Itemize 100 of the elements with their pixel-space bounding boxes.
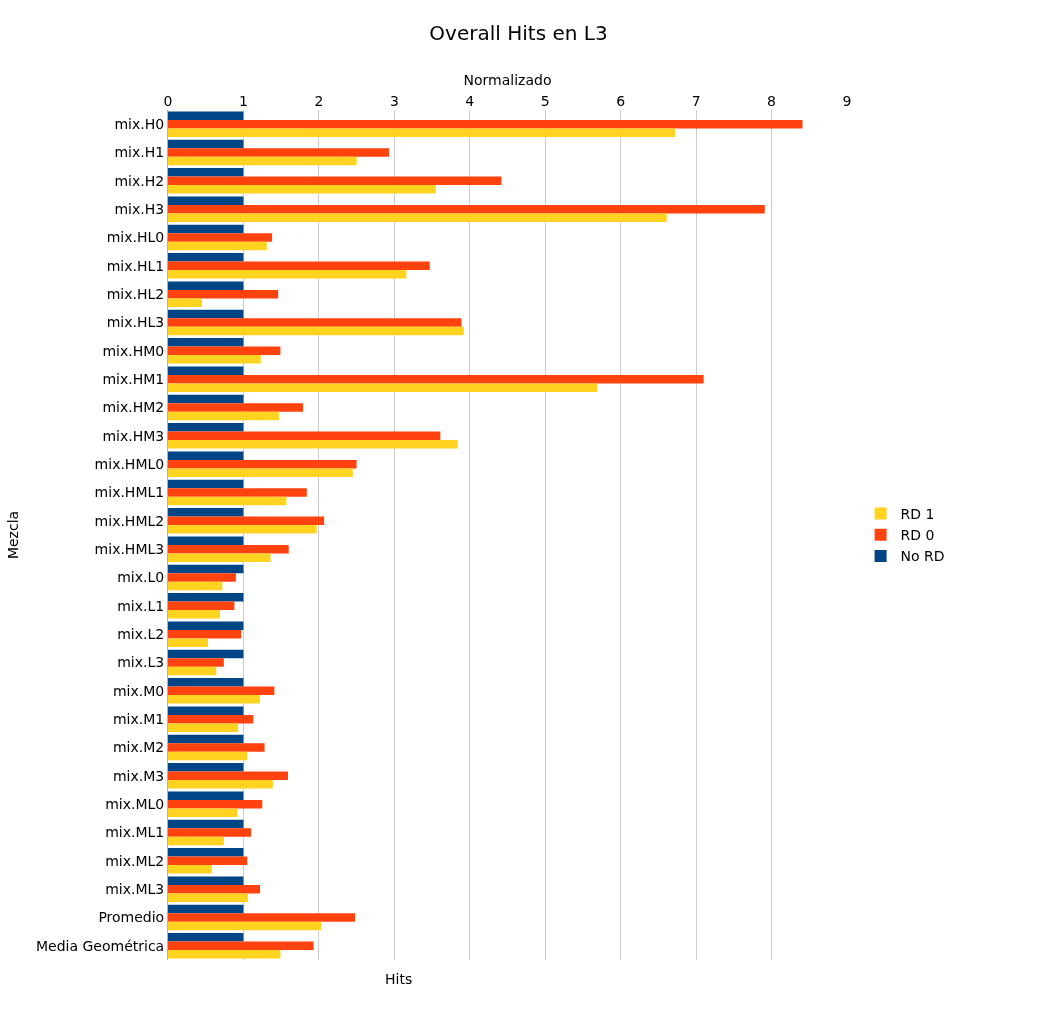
bar [168, 856, 248, 866]
bar [168, 253, 244, 262]
bar [168, 403, 304, 412]
bar [168, 649, 244, 659]
bar [168, 338, 244, 347]
bar [168, 610, 221, 619]
bar [168, 723, 239, 732]
legend-label: RD 0 [900, 527, 935, 544]
bar [168, 933, 244, 942]
bar [168, 743, 265, 752]
bar [168, 204, 765, 214]
x-tick-label: 0 [163, 93, 173, 110]
bar [168, 111, 244, 120]
bar [168, 678, 244, 687]
bar [168, 941, 314, 951]
y-tick-label: mix.M1 [112, 711, 165, 728]
x-axis-title: Normalizado [463, 71, 552, 88]
y-tick-label: Media Geométrica [36, 937, 165, 954]
bar [168, 706, 244, 715]
y-tick-label: mix.HML2 [94, 512, 165, 529]
bar [168, 913, 356, 922]
x-tick-label: 5 [540, 93, 550, 110]
y-tick-label: mix.HM3 [102, 427, 165, 444]
bar [168, 763, 244, 772]
bar [168, 411, 279, 421]
legend-label: No RD [900, 548, 945, 565]
bar [168, 508, 244, 517]
bar [168, 848, 244, 857]
legend-label: RD 1 [900, 506, 935, 523]
bar [168, 791, 244, 800]
x-tick-label: 3 [389, 93, 399, 110]
y-tick-label: mix.ML2 [105, 852, 165, 869]
bar [168, 423, 244, 432]
y-tick-label: mix.L2 [117, 626, 165, 643]
y-tick-label: mix.H1 [114, 144, 165, 161]
x-tick-label: 2 [314, 93, 324, 110]
bar [168, 638, 208, 647]
bar [168, 621, 244, 630]
y-tick-label: mix.HL3 [106, 314, 165, 331]
bar [168, 270, 407, 279]
x-tick-label: 4 [465, 93, 475, 110]
y-tick-label: mix.HM0 [102, 342, 165, 359]
bar [168, 734, 244, 744]
bar [168, 564, 244, 574]
bar [168, 459, 357, 469]
y-tick-label: mix.H3 [114, 201, 165, 218]
bar [168, 904, 244, 914]
bar [168, 581, 223, 591]
bar [168, 479, 244, 489]
bar [168, 185, 436, 194]
bar [168, 139, 244, 149]
bar [168, 261, 430, 271]
y-tick-label: mix.HL2 [106, 286, 165, 303]
bar [168, 819, 244, 829]
bar [168, 440, 458, 449]
bar [168, 629, 242, 639]
bar [168, 119, 803, 129]
bar [168, 525, 317, 534]
y-tick-label: mix.ML3 [105, 881, 165, 898]
bar [168, 309, 244, 319]
bar [168, 876, 244, 885]
bar [168, 601, 235, 611]
bar [168, 950, 281, 959]
bar [168, 383, 598, 392]
bar [168, 176, 502, 186]
bar [168, 553, 271, 562]
y-tick-label: mix.HML3 [94, 541, 165, 558]
bar [168, 496, 287, 506]
x-tick-label: 7 [691, 93, 701, 110]
bar [168, 658, 224, 667]
bar [168, 836, 224, 846]
text: Hits [385, 971, 413, 987]
bar [168, 536, 244, 545]
bar [168, 326, 464, 336]
bar [168, 394, 244, 404]
bar [168, 318, 462, 327]
bar [168, 289, 279, 299]
bar [168, 366, 244, 375]
y-axis-title: Mezcla [4, 510, 21, 560]
y-tick-label: mix.ML1 [105, 824, 165, 841]
y-tick-label: mix.HM1 [102, 371, 165, 388]
bar [168, 780, 273, 789]
bar [168, 808, 238, 817]
bar [168, 451, 244, 460]
bar [168, 921, 322, 931]
y-tick-label: mix.L3 [117, 654, 165, 671]
y-tick-label: mix.HL0 [106, 229, 165, 246]
y-tick-label: mix.HM2 [102, 399, 165, 416]
bar [168, 771, 288, 781]
y-tick-label: mix.HML1 [94, 484, 165, 501]
x-tick-label: 1 [238, 93, 248, 110]
bar [168, 593, 244, 602]
y-tick-label: mix.H2 [114, 172, 165, 189]
bar [168, 516, 325, 526]
bar [168, 695, 261, 704]
bar [168, 714, 254, 724]
bar [168, 666, 217, 676]
bar [168, 884, 261, 894]
bar [168, 573, 236, 582]
x-tick-label: 8 [767, 93, 777, 110]
